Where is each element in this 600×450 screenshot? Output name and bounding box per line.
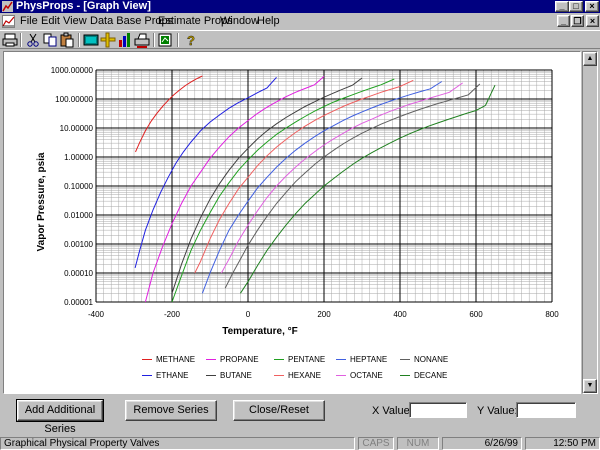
legend-swatch [400, 359, 410, 360]
status-bar: Graphical Physical Property Valves CAPS … [0, 436, 600, 450]
y-value-label: Y Value: [477, 405, 518, 417]
y-tick-label: 0.00001 [64, 298, 93, 307]
toolbar-separator [153, 33, 155, 47]
y-tick-label: 1000.00000 [51, 66, 94, 75]
x-tick-label: -200 [164, 310, 181, 319]
x-value-input[interactable] [409, 402, 467, 418]
legend-label: METHANE [156, 355, 195, 364]
close-button[interactable]: × [585, 1, 599, 12]
graph-panel: -400 -200 0 200 400 600 800 0.00001 0.00010 0.001… [3, 51, 581, 394]
minimize-button[interactable]: _ [555, 1, 569, 12]
legend-swatch [400, 375, 410, 376]
legend-label: DECANE [414, 371, 447, 380]
control-bar: Add Additional Series Remove Series Clos… [0, 396, 600, 436]
legend-label: ETHANE [156, 371, 188, 380]
series-line-ethane [135, 77, 276, 268]
child-minimize-button[interactable]: _ [557, 15, 570, 27]
y-value-input[interactable] [516, 402, 576, 418]
scroll-up-arrow-icon[interactable]: ▲ [583, 52, 597, 66]
print-icon[interactable] [2, 32, 18, 48]
legend-label: NONANE [414, 355, 448, 364]
cut-icon[interactable] [25, 32, 41, 48]
y-tick-label: 0.01000 [64, 211, 93, 220]
graph-document-icon[interactable] [2, 15, 15, 28]
app-icon [2, 1, 13, 12]
copy-icon[interactable] [42, 32, 58, 48]
legend-label: HEXANE [288, 371, 321, 380]
legend-label: PENTANE [288, 355, 325, 364]
remove-series-button[interactable]: Remove Series [125, 400, 217, 421]
x-tick-label: 800 [545, 310, 559, 319]
x-tick-label: 200 [317, 310, 331, 319]
database-icon[interactable] [83, 32, 99, 48]
scroll-down-arrow-icon[interactable]: ▼ [583, 379, 597, 393]
printer-setup-icon[interactable] [134, 32, 150, 48]
crosshair-icon[interactable] [100, 32, 116, 48]
vertical-scrollbar[interactable]: ▲ ▼ [582, 51, 598, 394]
menu-file[interactable]: File [20, 15, 38, 28]
export-icon[interactable] [158, 32, 174, 48]
y-tick-label: 1.00000 [64, 153, 93, 162]
legend-swatch [336, 375, 346, 376]
legend-swatch [336, 359, 346, 360]
y-tick-label: 0.10000 [64, 182, 93, 191]
toolbar-separator [20, 33, 22, 47]
window-title: PhysProps - [Graph View] [16, 0, 151, 13]
x-axis-label: Temperature, °F [222, 326, 298, 337]
menu-edit[interactable]: Edit [41, 15, 60, 28]
x-tick-label: 0 [246, 310, 251, 319]
menu-bar: File Edit View Data Base Props Estimate … [0, 13, 600, 30]
paste-icon[interactable] [59, 32, 75, 48]
bar-chart-icon[interactable] [117, 32, 133, 48]
x-tick-label: -400 [88, 310, 105, 319]
toolbar-separator [177, 33, 179, 47]
x-value-label: X Value: [372, 405, 413, 417]
x-tick-label: 400 [393, 310, 407, 319]
y-tick-label: 100.00000 [55, 95, 93, 104]
maximize-button[interactable]: □ [569, 1, 583, 12]
add-additional-series-button[interactable]: Add Additional Series [17, 400, 103, 421]
vapor-pressure-chart: -400 -200 0 200 400 600 800 0.00001 0.00010 0.001… [4, 52, 580, 393]
legend-swatch [274, 359, 284, 360]
status-message: Graphical Physical Property Valves [0, 437, 355, 450]
legend-swatch [206, 359, 216, 360]
menu-window[interactable]: Window [220, 15, 259, 28]
x-tick-label: 600 [469, 310, 483, 319]
caps-indicator: CAPS [358, 437, 394, 450]
legend-swatch [142, 375, 152, 376]
legend-label: HEPTANE [350, 355, 387, 364]
menu-view[interactable]: View [63, 15, 87, 28]
y-tick-label: 0.00100 [64, 240, 93, 249]
menu-help[interactable]: Help [257, 15, 280, 28]
legend-swatch [206, 375, 216, 376]
legend-label: BUTANE [220, 371, 252, 380]
toolbar-separator [78, 33, 80, 47]
legend-label: OCTANE [350, 371, 383, 380]
y-tick-label: 10.00000 [60, 124, 94, 133]
num-indicator: NUM [397, 437, 439, 450]
toolbar: ? [0, 30, 600, 49]
legend-swatch [142, 359, 152, 360]
svg-text:?: ? [187, 33, 195, 48]
legend-label: PROPANE [220, 355, 259, 364]
y-axis-label: Vapor Pressure, psia [36, 152, 47, 251]
help-icon[interactable]: ? [182, 32, 198, 48]
close-reset-button[interactable]: Close/Reset [233, 400, 325, 421]
child-restore-button[interactable]: ❐ [571, 15, 584, 27]
legend-swatch [274, 375, 284, 376]
status-time: 12:50 PM [525, 437, 600, 450]
status-date: 6/26/99 [442, 437, 522, 450]
title-bar: PhysProps - [Graph View] _ □ × [0, 0, 600, 13]
child-close-button[interactable]: × [586, 15, 599, 27]
y-tick-label: 0.00010 [64, 269, 93, 278]
